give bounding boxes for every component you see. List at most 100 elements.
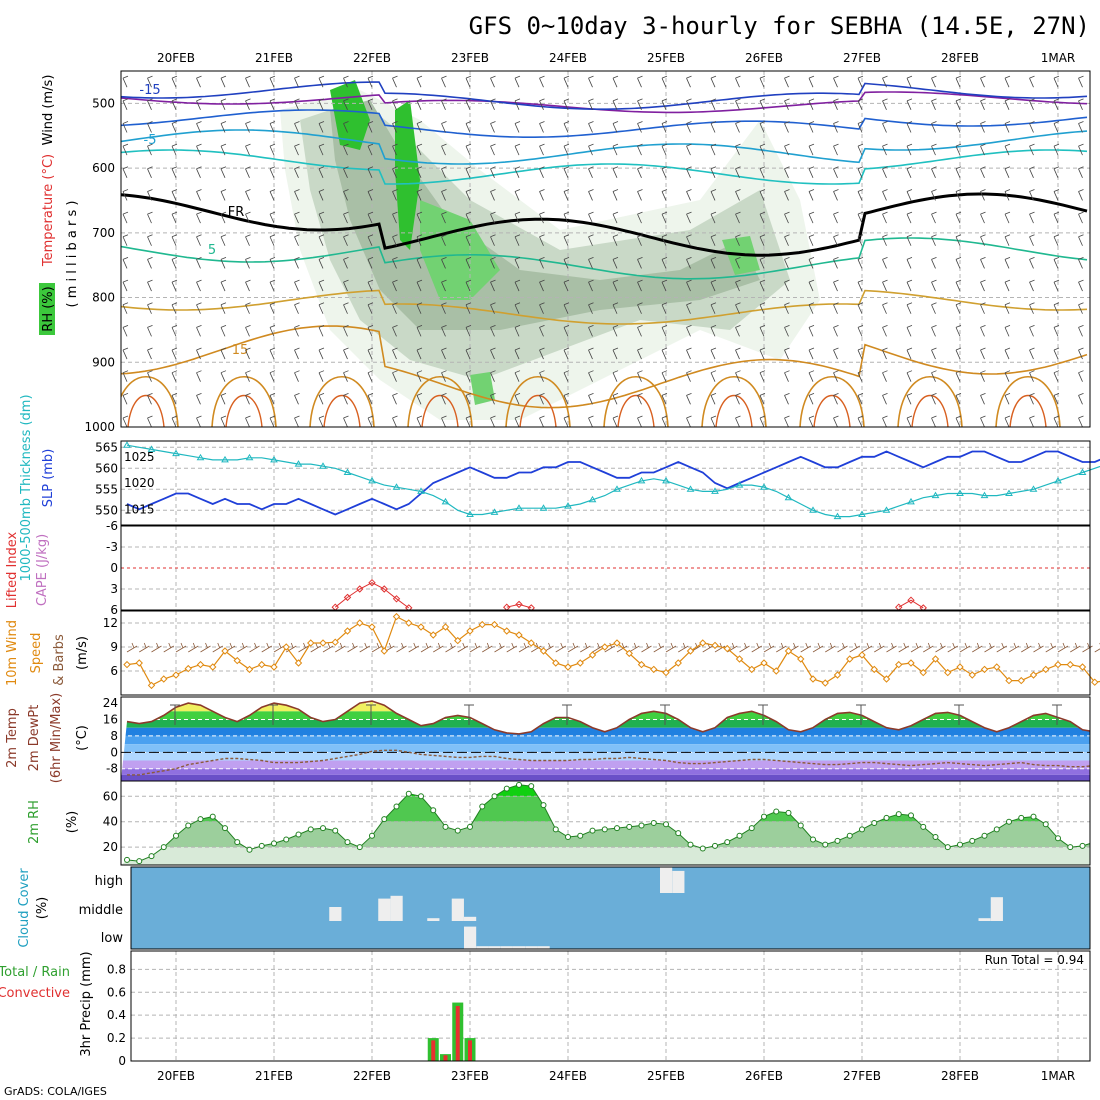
wind-speed-marker <box>466 627 474 635</box>
rh-ylabel-2: (%) <box>65 811 80 834</box>
upper-wind-barb <box>367 121 374 133</box>
upper-wind-barb <box>563 392 570 405</box>
upper-wind-barb <box>318 143 325 156</box>
rh-marker <box>797 822 804 829</box>
surface-temp-loop <box>715 395 753 427</box>
wind-ylabel-4: (m/s) <box>75 636 90 670</box>
upper-wind-barb <box>171 234 178 246</box>
upper-wind-barb <box>833 325 839 337</box>
upper-wind-barb <box>637 143 643 156</box>
upper-wind-barb <box>441 257 447 269</box>
upper-wind-barb <box>710 98 717 110</box>
upper-wind-barb <box>955 75 962 88</box>
upper-wind-barb <box>514 257 521 269</box>
upper-wind-barb <box>955 98 962 110</box>
upper-wind-barb <box>980 211 986 224</box>
upper-wind-barb <box>441 121 447 133</box>
upper-wind-barb <box>710 370 717 382</box>
rh-label-swatch <box>39 283 55 335</box>
upper-wind-barb <box>196 347 202 360</box>
upper-wind-barb <box>784 279 790 292</box>
thickness-marker <box>882 506 891 513</box>
upper-wind-barb <box>857 370 864 382</box>
upper-wind-barb <box>784 121 790 133</box>
surface-temp-loop <box>1009 395 1047 427</box>
bottom-date-label: 20FEB <box>157 1069 195 1083</box>
upper-wind-barb <box>906 166 913 178</box>
upper-wind-barb <box>784 166 790 178</box>
upper-wind-barb <box>661 166 668 178</box>
run-total: Run Total = 0.94 <box>985 953 1084 967</box>
lifted-index-tick: -6 <box>106 519 118 533</box>
upper-wind-barb <box>539 257 545 269</box>
lifted-index-line <box>898 599 924 609</box>
upper-wind-barb <box>980 257 986 269</box>
upper-wind-barb <box>441 302 447 314</box>
upper-wind-barb <box>980 302 986 314</box>
upper-wind-barb <box>710 143 717 156</box>
upper-wind-barb <box>514 211 521 224</box>
upper-wind-barb <box>1078 302 1084 314</box>
upper-wind-barb <box>122 325 129 337</box>
upper-wind-barb <box>857 143 864 156</box>
upper-wind-barb <box>759 234 766 246</box>
upper-wind-barb <box>416 392 423 405</box>
lifted-index-axis: -6 -3 0 3 6 <box>106 519 118 617</box>
rh-marker <box>699 845 706 852</box>
upper-wind-barb <box>931 415 937 427</box>
upper-wind-barb <box>269 234 276 246</box>
upper-air-ylabel: ( m i l l i b a r s ) Wind (m/s) Tempera… <box>39 75 80 335</box>
thickness-marker <box>1054 476 1062 484</box>
upper-wind-barb <box>637 75 643 88</box>
upper-wind-barb <box>906 370 913 382</box>
upper-wind-barb <box>367 75 374 88</box>
upper-wind-barb <box>539 166 545 178</box>
upper-wind-barb <box>882 121 888 133</box>
upper-wind-barb <box>833 302 839 314</box>
upper-wind-barb <box>196 166 202 178</box>
upper-wind-barb <box>1053 75 1060 88</box>
upper-wind-barb <box>147 234 153 246</box>
surface-wind-barb <box>139 642 150 653</box>
thickness-tick-label: 565 <box>95 440 118 454</box>
upper-wind-barb <box>514 347 521 360</box>
upper-wind-barb <box>343 415 349 427</box>
upper-wind-barb <box>1004 234 1011 246</box>
upper-wind-barb <box>857 415 864 427</box>
upper-wind-barb <box>759 370 766 382</box>
cloud-ylabel-2: (%) <box>35 897 50 920</box>
rh-marker <box>565 834 571 840</box>
thickness-marker <box>417 487 425 494</box>
upper-wind-barb <box>1053 234 1060 246</box>
upper-wind-barb <box>367 257 374 269</box>
upper-wind-barb <box>735 347 741 360</box>
upper-wind-barb <box>465 75 472 88</box>
upper-wind-barb <box>710 415 717 427</box>
upper-wind-barb <box>857 302 864 314</box>
thickness-tick-label: 550 <box>95 503 118 517</box>
upper-wind-barb <box>1029 279 1035 292</box>
rh-marker <box>124 856 130 863</box>
wind-speed-marker <box>380 647 388 655</box>
upper-wind-barb <box>686 302 692 314</box>
thickness-marker <box>319 462 327 469</box>
upper-wind-barb <box>1078 392 1084 405</box>
rh-marker <box>846 832 853 839</box>
upper-wind-barb <box>392 415 398 427</box>
upper-wind-barb <box>367 166 374 178</box>
lifted-index-tick: 6 <box>110 603 118 617</box>
precip-tick-label: 0 <box>118 1054 126 1068</box>
bottom-date-axis: 20FEB 21FEB 22FEB 23FEB 24FEB 25FEB 26FEB 27FEB… <box>157 1069 1075 1083</box>
pressure-tick-label: 900 <box>92 355 115 369</box>
upper-air-panel: -15 -5 FR 5 15 500 600 700 800 900 1000 ( m i l l… <box>39 70 1091 434</box>
rh-marker <box>467 823 473 830</box>
rh-marker <box>442 823 449 830</box>
surface-wind-barb <box>335 642 346 653</box>
upper-wind-barb <box>955 257 962 269</box>
upper-wind-barb <box>906 211 913 224</box>
upper-wind-barb <box>955 166 962 178</box>
upper-wind-barb <box>882 415 888 427</box>
wind-speed-marker <box>809 675 817 683</box>
rh-marker <box>430 807 437 814</box>
